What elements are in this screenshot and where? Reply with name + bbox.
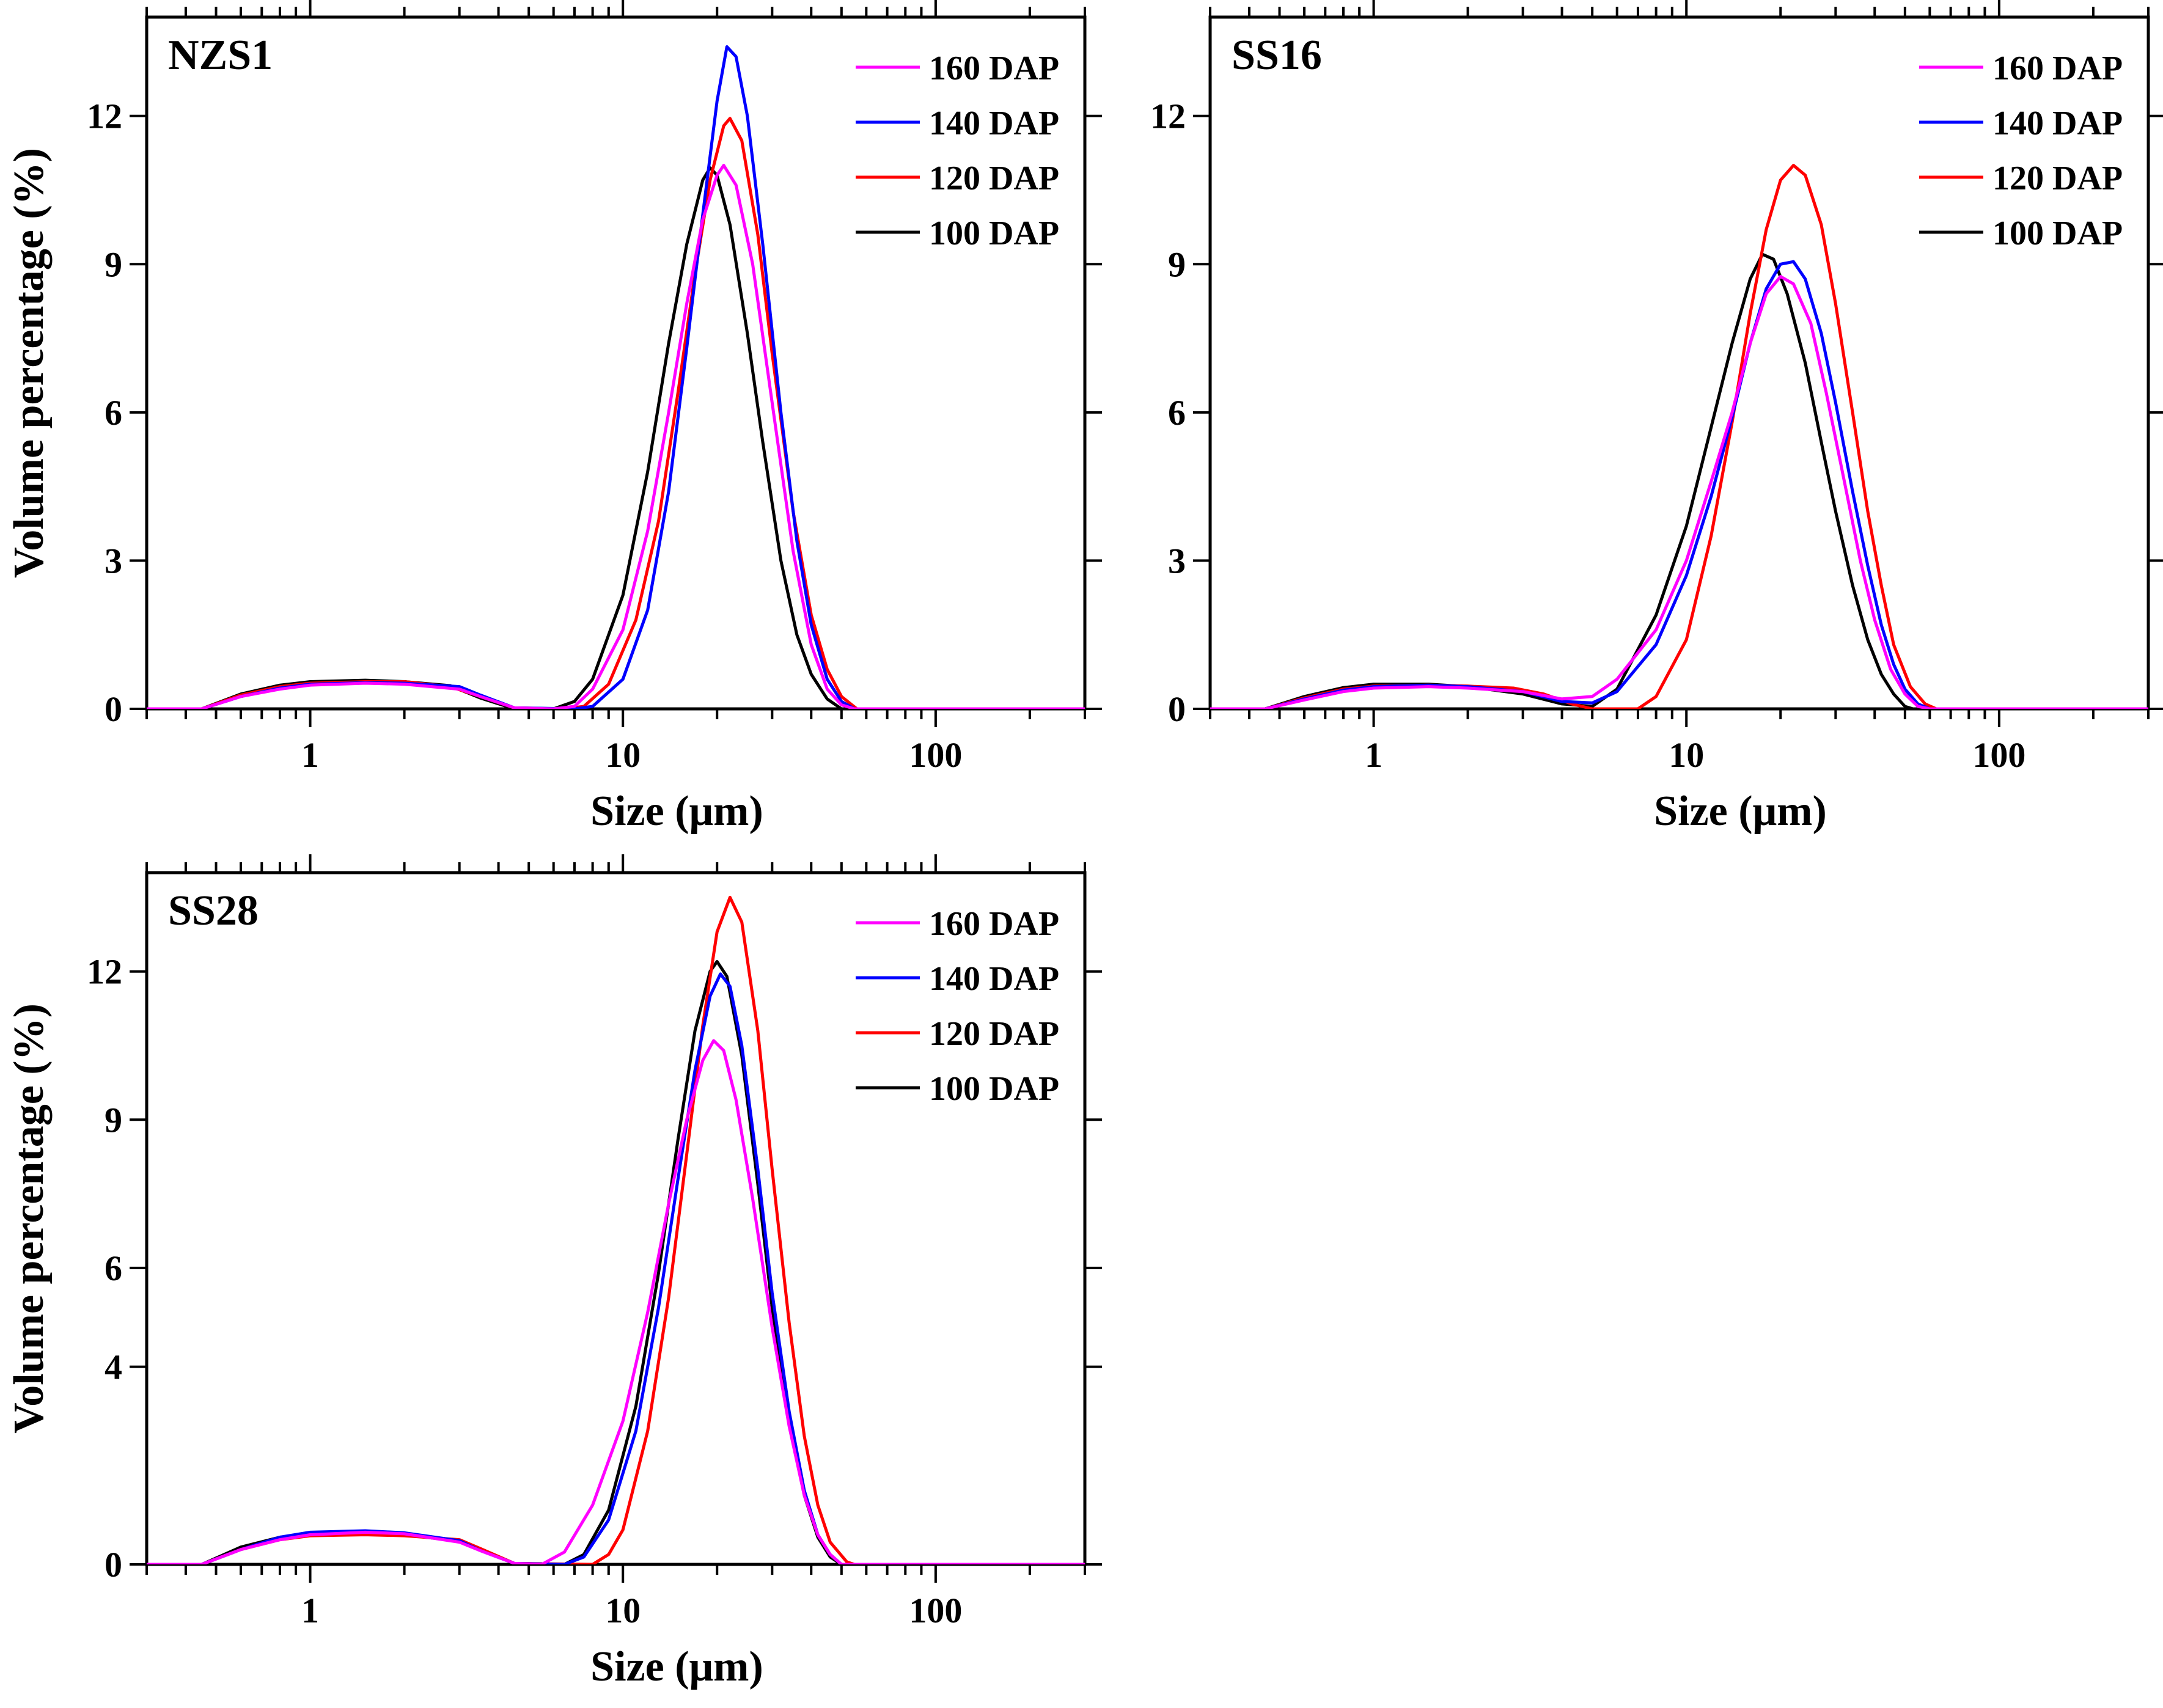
legend-label: 140 DAP: [929, 104, 1059, 142]
series-line-140-dap: [147, 972, 1085, 1564]
y-tick-label: 3: [1168, 541, 1186, 581]
series-line-120-dap: [147, 117, 1085, 709]
x-tick-label: 1: [1365, 735, 1383, 775]
y-tick-label: 0: [1168, 689, 1186, 729]
series-line-140-dap: [1210, 260, 2148, 709]
y-axis-title: Volume percentage (%): [6, 148, 53, 578]
x-axis-title: Size (μm): [590, 1643, 763, 1690]
legend-label: 160 DAP: [1992, 49, 2123, 87]
x-tick-label: 1: [301, 735, 319, 775]
y-tick-label: 0: [105, 1545, 122, 1585]
x-tick-label: 100: [1972, 735, 2025, 775]
x-tick-label: 1: [301, 1591, 319, 1630]
legend-label: 100 DAP: [929, 214, 1059, 252]
y-tick-label: 9: [1168, 244, 1186, 284]
series-lines: [147, 45, 1085, 709]
y-tick-label: 12: [1150, 97, 1186, 136]
x-tick-label: 100: [909, 1591, 962, 1630]
y-tick-label: 3: [105, 541, 122, 581]
legend-label: 120 DAP: [1992, 159, 2123, 197]
legend-label: 140 DAP: [929, 960, 1059, 998]
series-line-160-dap: [147, 1039, 1085, 1564]
series-line-120-dap: [147, 895, 1085, 1564]
legend-label: 160 DAP: [929, 905, 1059, 943]
y-tick-label: 4: [105, 1347, 122, 1387]
panel-label: SS16: [1232, 32, 1322, 79]
series-line-100-dap: [1210, 252, 2148, 709]
legend: 160 DAP 140 DAP 120 DAP 100 DAP: [856, 49, 1059, 252]
legend-label: 140 DAP: [1992, 104, 2123, 142]
series-line-140-dap: [147, 45, 1085, 709]
panel-nzs1: 1 10 100 0 3 6 9 12 Size (μm) Volume percentage (…: [6, 0, 1102, 835]
y-tick-label: 6: [105, 1248, 122, 1288]
legend-label: 100 DAP: [929, 1070, 1059, 1108]
legend-label: 160 DAP: [929, 49, 1059, 87]
y-tick-label: 12: [87, 952, 122, 992]
y-tick-label: 9: [105, 1100, 122, 1140]
plot-frame: [145, 15, 1087, 711]
x-tick-label: 10: [605, 1591, 641, 1630]
legend-label: 120 DAP: [929, 159, 1059, 197]
y-tick-label: 6: [1168, 393, 1186, 433]
plot-frame: [145, 871, 1087, 1566]
legend: 160 DAP 140 DAP 120 DAP 100 DAP: [856, 905, 1059, 1108]
y-tick-label: 9: [105, 244, 122, 284]
series-lines: [1210, 164, 2148, 709]
x-axis-title: Size (μm): [590, 788, 763, 835]
panel-ss28: 1 10 100 0 4 6 9 12 Size (μm) Volume percentage (…: [6, 854, 1102, 1690]
legend-label: 120 DAP: [929, 1015, 1059, 1053]
series-line-160-dap: [1210, 275, 2148, 709]
legend: 160 DAP 140 DAP 120 DAP 100 DAP: [1919, 49, 2123, 252]
plot-frame: [1208, 15, 2150, 711]
x-tick-label: 100: [909, 735, 962, 775]
series-line-160-dap: [147, 164, 1085, 709]
y-axis-title: Volume percentage (%): [6, 1003, 53, 1434]
y-tick-label: 0: [105, 689, 122, 729]
y-tick-label: 12: [87, 97, 122, 136]
legend-label: 100 DAP: [1992, 214, 2123, 252]
x-axis-title: Size (μm): [1654, 788, 1827, 835]
x-tick-label: 10: [605, 735, 641, 775]
y-tick-label: 6: [105, 393, 122, 433]
series-lines: [147, 895, 1085, 1564]
panel-label: SS28: [168, 887, 259, 934]
x-tick-label: 10: [1669, 735, 1704, 775]
panel-label: NZS1: [168, 32, 273, 79]
